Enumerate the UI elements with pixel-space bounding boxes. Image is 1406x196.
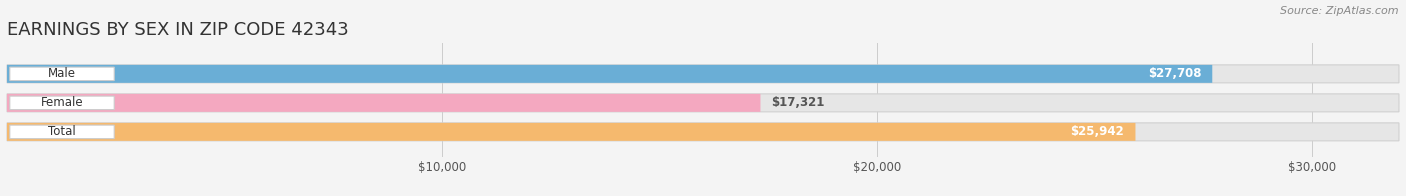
- Text: $25,942: $25,942: [1070, 125, 1125, 138]
- FancyBboxPatch shape: [7, 94, 1399, 112]
- FancyBboxPatch shape: [7, 123, 1399, 141]
- Text: Source: ZipAtlas.com: Source: ZipAtlas.com: [1281, 6, 1399, 16]
- FancyBboxPatch shape: [10, 96, 114, 110]
- Text: Male: Male: [48, 67, 76, 80]
- FancyBboxPatch shape: [7, 94, 761, 112]
- Text: EARNINGS BY SEX IN ZIP CODE 42343: EARNINGS BY SEX IN ZIP CODE 42343: [7, 21, 349, 39]
- FancyBboxPatch shape: [7, 123, 1136, 141]
- FancyBboxPatch shape: [7, 65, 1399, 83]
- Text: Total: Total: [48, 125, 76, 138]
- Text: $27,708: $27,708: [1147, 67, 1201, 80]
- FancyBboxPatch shape: [10, 67, 114, 81]
- Text: $17,321: $17,321: [772, 96, 825, 109]
- Text: Female: Female: [41, 96, 83, 109]
- FancyBboxPatch shape: [7, 65, 1212, 83]
- FancyBboxPatch shape: [10, 125, 114, 139]
